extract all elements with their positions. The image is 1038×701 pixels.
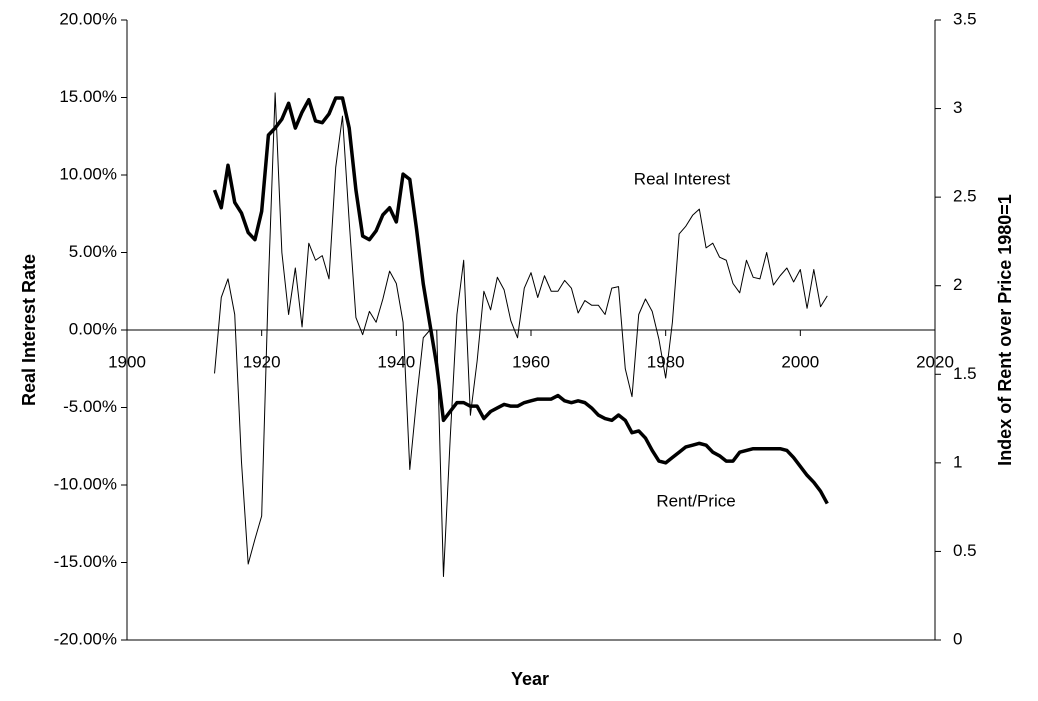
- y-tick-label: 5.00%: [69, 242, 117, 261]
- y2-tick-label: 3: [953, 98, 962, 117]
- y2-tick-label: 3.5: [953, 9, 977, 28]
- series-annotation: Rent/Price: [656, 491, 735, 510]
- y-axis-title: Real Interest Rate: [19, 254, 39, 406]
- y-tick-label: 20.00%: [59, 9, 117, 28]
- y2-axis-title: Index of Rent over Price 1980=1: [995, 194, 1015, 466]
- x-tick-label: 1980: [647, 352, 685, 371]
- y2-tick-label: 0: [953, 629, 962, 648]
- x-tick-label: 1940: [377, 352, 415, 371]
- x-axis-title: Year: [511, 669, 549, 689]
- y-tick-label: -15.00%: [54, 552, 117, 571]
- x-tick-label: 1920: [243, 352, 281, 371]
- y-tick-label: -5.00%: [63, 397, 117, 416]
- y2-tick-label: 2: [953, 275, 962, 294]
- y2-tick-label: 1.5: [953, 364, 977, 383]
- x-tick-label: 2020: [916, 352, 954, 371]
- series-line: [212, 96, 829, 505]
- series-annotation: Real Interest: [634, 169, 731, 188]
- y2-tick-label: 2.5: [953, 187, 977, 206]
- x-tick-label: 2000: [781, 352, 819, 371]
- y-tick-label: -20.00%: [54, 629, 117, 648]
- y-tick-label: 0.00%: [69, 319, 117, 338]
- y-tick-label: 15.00%: [59, 87, 117, 106]
- y-tick-label: 10.00%: [59, 164, 117, 183]
- y-tick-label: -10.00%: [54, 474, 117, 493]
- x-tick-label: 1960: [512, 352, 550, 371]
- y2-tick-label: 0.5: [953, 541, 977, 560]
- series-line: [214, 92, 828, 577]
- x-tick-label: 1900: [108, 352, 146, 371]
- y2-tick-label: 1: [953, 452, 962, 471]
